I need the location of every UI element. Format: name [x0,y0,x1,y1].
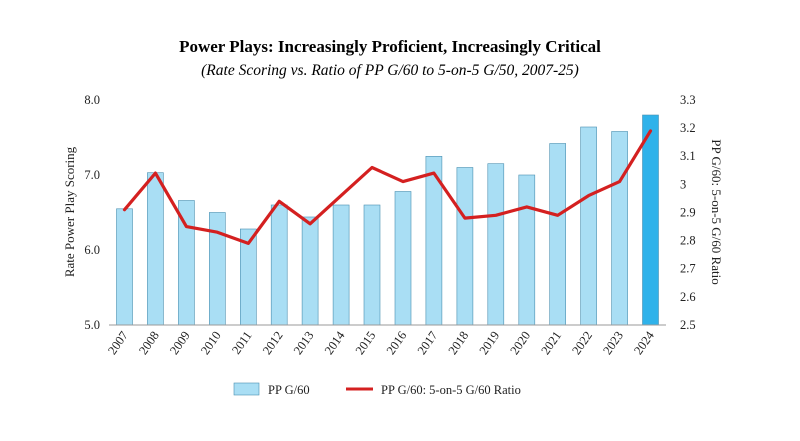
y-tick-label-right: 2.7 [680,262,696,276]
bar [270,204,288,326]
y-tick-label-right: 3.3 [680,93,696,107]
x-tick-label: 2015 [353,329,379,358]
y-tick-label-right: 2.8 [680,234,696,248]
y-tick-label-left: 8.0 [84,93,100,107]
bar [394,191,412,326]
y-tick-label-right: 3.2 [680,121,696,135]
x-tick-label: 2017 [415,329,441,358]
y-tick-label-left: 7.0 [84,168,100,182]
y-tick-label-right: 3 [680,177,686,191]
bar [611,131,628,326]
chart-subtitle: (Rate Scoring vs. Ratio of PP G/60 to 5-… [201,62,579,79]
bar [332,204,350,326]
y-tick-label-right: 2.9 [680,206,696,220]
legend-line-label: PP G/60: 5-on-5 G/60 Ratio [381,383,521,397]
bar [549,143,567,326]
legend-bar-label: PP G/60 [268,383,310,397]
plot-area: 2007 2008 2009 2010 2011 2012 2013 2014 2015 2016… [84,93,695,357]
bar [363,204,381,326]
bar [456,167,474,326]
y-tick-label-right: 2.5 [680,318,696,332]
chart-title: Power Plays: Increasingly Proficient, In… [179,37,601,56]
y-tick-label-right: 2.6 [680,290,696,304]
legend: PP G/60 PP G/60: 5-on-5 G/60 Ratio [233,382,521,397]
bar [642,114,659,326]
x-tick-label: 2007 [105,329,131,358]
x-tick-label: 2023 [600,329,626,358]
x-tick-label: 2020 [507,329,533,358]
y-axis-title-left: Rate Power Play Scoring [62,146,77,277]
y-tick-label-left: 6.0 [84,243,100,257]
bar [116,208,133,326]
bar [518,174,536,326]
x-tick-label: 2024 [631,328,657,357]
bar [487,163,505,326]
x-tick-label: 2018 [446,329,472,358]
legend-bar-swatch [233,382,260,396]
y-tick-label-right: 3.1 [680,149,696,163]
x-tick-label: 2016 [384,329,410,358]
y-tick-label-left: 5.0 [84,318,100,332]
bar [301,216,319,326]
x-tick-label: 2019 [476,329,502,358]
x-tick-label: 2012 [260,329,286,358]
bar [580,126,597,326]
x-tick-label: 2010 [198,329,224,358]
x-tick-label: 2011 [229,329,255,357]
x-tick-label: 2022 [569,329,595,358]
x-tick-label: 2021 [538,329,564,358]
bar [147,172,164,326]
bar [209,212,226,326]
x-tick-label: 2008 [136,329,162,358]
x-tick-label: 2009 [167,329,193,358]
x-tick-label: 2014 [322,328,348,357]
y-axis-title-right: PP G/60: 5-on-5 G/60 Ratio [709,139,724,284]
x-tick-label: 2013 [291,329,317,358]
ratio-line [122,129,653,245]
